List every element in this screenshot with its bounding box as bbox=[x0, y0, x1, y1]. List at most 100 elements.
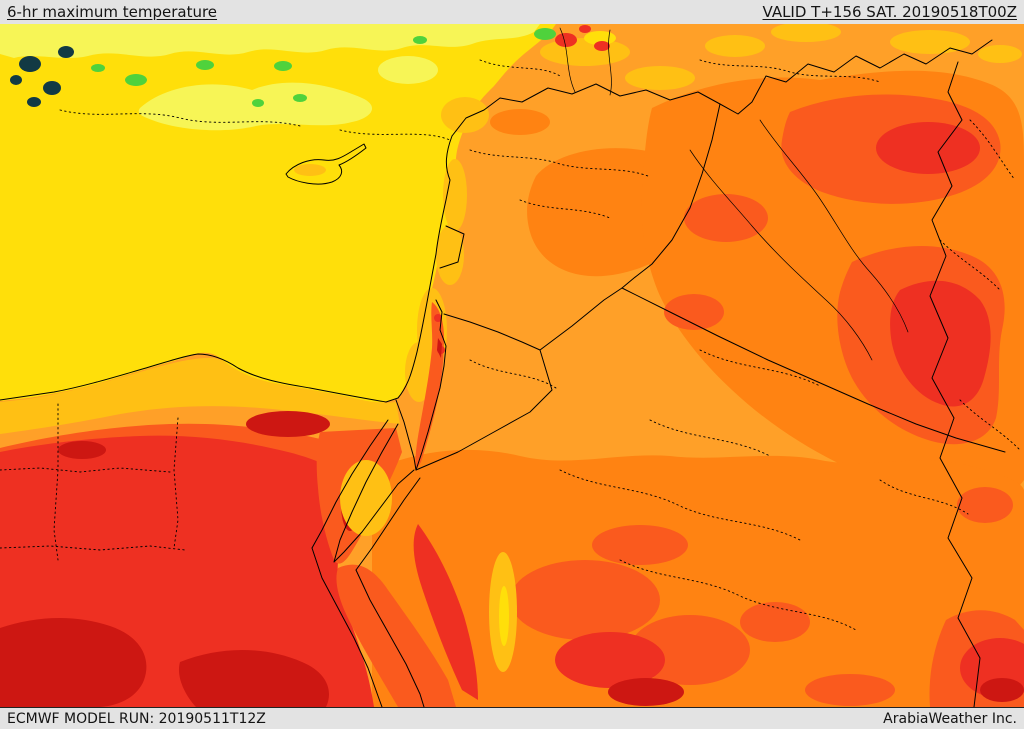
fill-amber-israel-south bbox=[405, 342, 433, 402]
fill-darkred-egypt-s bbox=[178, 650, 329, 707]
fill-cold-spot-2 bbox=[43, 81, 61, 95]
fill-red-north-mark-3 bbox=[579, 25, 591, 33]
border-jordan-rift bbox=[415, 299, 447, 471]
fill-orangered-mid-iraq-1 bbox=[684, 194, 768, 242]
fill-darkred-egypt-coast-spot-1 bbox=[246, 411, 330, 437]
dotted-turkey-3 bbox=[479, 59, 561, 77]
fill-orangered-south-1 bbox=[510, 560, 660, 640]
river-anatolia-1 bbox=[559, 27, 576, 93]
fill-dead-sea bbox=[437, 338, 442, 358]
country-border-layer bbox=[0, 39, 1006, 708]
river-tigris bbox=[759, 119, 909, 333]
fill-red-north-mark-2 bbox=[594, 41, 610, 51]
provider-credit: ArabiaWeather Inc. bbox=[883, 710, 1017, 727]
fill-amber-anatolia-1 bbox=[540, 38, 630, 66]
product-title: 6-hr maximum temperature bbox=[7, 2, 218, 21]
border-iraq-iran bbox=[929, 61, 981, 708]
fill-darkorange-south-band bbox=[372, 449, 1024, 707]
fill-orangered-south-4 bbox=[592, 525, 688, 565]
dotted-iraq-1 bbox=[699, 349, 821, 387]
fill-green-spot-8 bbox=[252, 99, 264, 107]
dotted-turkey-4 bbox=[699, 59, 881, 83]
dotted-iran-3 bbox=[959, 399, 1021, 451]
fill-orangered-jordan-rift bbox=[415, 302, 444, 470]
dotted-egypt-v1 bbox=[53, 403, 59, 561]
fill-amber-anatolia-4 bbox=[771, 22, 841, 42]
dotted-iran-2 bbox=[939, 239, 1001, 291]
fill-amber-anatolia-6 bbox=[978, 45, 1022, 63]
fill-red-iraq-core-east bbox=[890, 280, 991, 407]
fill-cold-spot-4 bbox=[27, 97, 41, 107]
dotted-saudi-2 bbox=[619, 559, 857, 631]
coastline-levant-egypt bbox=[0, 135, 453, 403]
fill-cold-spot-3 bbox=[58, 46, 74, 58]
border-jordan-saudi bbox=[415, 349, 553, 471]
coastline-sinai-tip bbox=[333, 423, 415, 563]
border-iraq-saudi bbox=[621, 287, 1006, 453]
fill-orangered-gulf-spot bbox=[957, 487, 1013, 523]
border-lebanon bbox=[439, 225, 465, 269]
fill-lightyellow-patch bbox=[378, 56, 438, 84]
border-syria-jordan bbox=[443, 313, 541, 351]
border-israel-egypt bbox=[395, 399, 417, 471]
fill-green-spot-3 bbox=[274, 61, 292, 71]
fill-red-iraq-core-north bbox=[876, 122, 980, 174]
fill-lightyellow-north-band bbox=[0, 24, 540, 58]
fill-green-spot-5 bbox=[91, 64, 105, 72]
footer-bar: ECMWF MODEL RUN: 20190511T12Z ArabiaWeat… bbox=[0, 707, 1024, 729]
fill-yellow-patch-anatolia bbox=[584, 31, 616, 45]
model-run-label: ECMWF MODEL RUN: 20190511T12Z bbox=[7, 710, 266, 727]
fill-red-rift-dot-1 bbox=[434, 314, 442, 322]
fill-amber-lebanon bbox=[436, 225, 464, 285]
dotted-iraq-2 bbox=[649, 419, 771, 457]
fill-amber-cyprus-interior bbox=[294, 164, 326, 176]
coastline-gulf-suez-west bbox=[311, 419, 389, 549]
dotted-egypt-h1 bbox=[0, 467, 171, 473]
fill-red-south-core bbox=[555, 632, 665, 688]
fill-green-spot-6 bbox=[413, 36, 427, 44]
fill-amber-anatolia-3 bbox=[705, 35, 765, 57]
fill-orangered-egypt-band bbox=[0, 423, 362, 478]
border-syria-iraq bbox=[621, 103, 721, 289]
valid-time-label: VALID T+156 SAT. 20190518T00Z bbox=[762, 2, 1017, 21]
river-anatolia-2 bbox=[608, 29, 612, 96]
fill-green-spot-4 bbox=[293, 94, 307, 102]
fill-yellow-hejaz-core bbox=[499, 586, 509, 646]
fill-darkred-egypt-sw bbox=[0, 617, 147, 707]
fill-cold-spot-5 bbox=[10, 75, 22, 85]
dotted-iran-1 bbox=[969, 119, 1016, 181]
fill-darkred-south-core bbox=[608, 678, 684, 706]
admin-border-layer bbox=[0, 59, 1021, 631]
fill-orangered-saudi-south bbox=[805, 674, 895, 706]
dotted-syria-2 bbox=[519, 199, 611, 219]
fill-yellow-mediterranean-anatolia bbox=[0, 24, 556, 403]
fill-orangered-redsea-south bbox=[336, 564, 456, 707]
dotted-egypt-h2 bbox=[0, 545, 186, 551]
dotted-saudi-1 bbox=[559, 469, 801, 541]
fill-amber-sinai-interior bbox=[340, 460, 392, 536]
fill-red-north-mark-1 bbox=[555, 33, 577, 47]
coastline-cyprus bbox=[285, 143, 367, 185]
fill-darkorange-north-syria bbox=[490, 109, 550, 135]
river-layer bbox=[559, 27, 909, 361]
coastline-redsea-egypt bbox=[311, 547, 383, 708]
fill-red-redsea-strip bbox=[413, 524, 478, 700]
fill-amber-iskenderun bbox=[441, 97, 489, 133]
fill-orangered-south-3 bbox=[740, 602, 810, 642]
fill-green-spot-2 bbox=[196, 60, 214, 70]
coastline-redsea-saudi bbox=[355, 569, 425, 708]
dotted-turkey-2 bbox=[339, 129, 451, 141]
dotted-jordan bbox=[469, 359, 557, 389]
fill-amber-anatolia-2 bbox=[625, 66, 695, 90]
river-euphrates bbox=[689, 149, 873, 361]
dotted-saudi-3 bbox=[879, 479, 969, 515]
coastline-gulf-aqaba-east bbox=[355, 477, 421, 571]
fill-darkred-bottom-right bbox=[980, 678, 1024, 702]
fill-cold-spot-1 bbox=[19, 56, 41, 72]
border-turkey-south-chain bbox=[451, 39, 993, 137]
header-bar: 6-hr maximum temperature VALID T+156 SAT… bbox=[0, 0, 1024, 24]
fill-amber-egypt-coast bbox=[0, 357, 400, 434]
